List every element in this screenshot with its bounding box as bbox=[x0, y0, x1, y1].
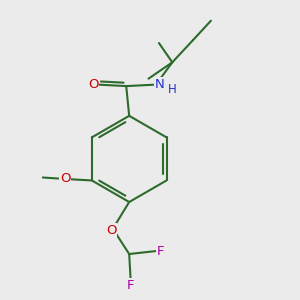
Text: O: O bbox=[60, 172, 70, 185]
Text: N: N bbox=[154, 78, 164, 91]
Text: F: F bbox=[157, 244, 164, 258]
Text: F: F bbox=[127, 279, 134, 292]
Text: O: O bbox=[106, 224, 117, 237]
Text: O: O bbox=[88, 78, 99, 91]
Text: H: H bbox=[168, 83, 177, 97]
